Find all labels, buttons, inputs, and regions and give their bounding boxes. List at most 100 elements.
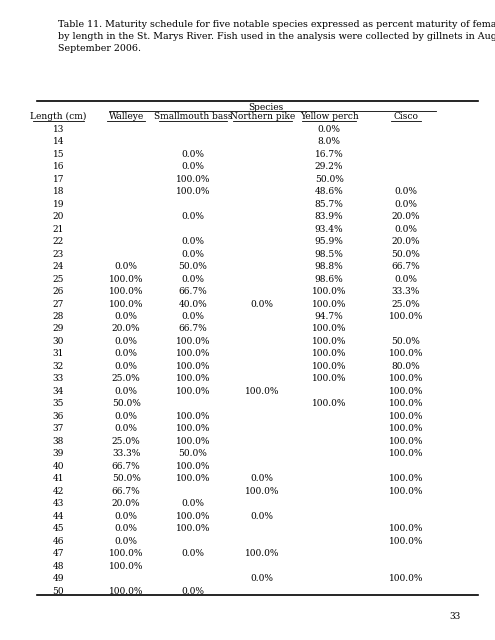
Text: 0.0%: 0.0% (182, 586, 204, 596)
Text: 98.8%: 98.8% (315, 262, 344, 271)
Text: 100.0%: 100.0% (176, 387, 210, 396)
Text: 16.7%: 16.7% (315, 150, 344, 159)
Text: 47: 47 (52, 549, 64, 558)
Text: 0.0%: 0.0% (115, 312, 138, 321)
Text: 0.0%: 0.0% (251, 300, 274, 308)
Text: 0.0%: 0.0% (115, 362, 138, 371)
Text: 0.0%: 0.0% (115, 387, 138, 396)
Text: 100.0%: 100.0% (176, 362, 210, 371)
Text: 0.0%: 0.0% (395, 225, 417, 234)
Text: 100.0%: 100.0% (389, 387, 423, 396)
Text: 100.0%: 100.0% (176, 374, 210, 383)
Text: 50.0%: 50.0% (112, 474, 141, 483)
Text: 33: 33 (450, 612, 461, 621)
Text: 35: 35 (52, 399, 64, 408)
Text: 33.3%: 33.3% (112, 449, 141, 458)
Text: 0.0%: 0.0% (115, 536, 138, 546)
Text: 0.0%: 0.0% (251, 474, 274, 483)
Text: 66.7%: 66.7% (179, 324, 207, 333)
Text: 50: 50 (52, 586, 64, 596)
Text: 100.0%: 100.0% (389, 449, 423, 458)
Text: 100.0%: 100.0% (176, 436, 210, 446)
Text: 100.0%: 100.0% (312, 337, 346, 346)
Text: 100.0%: 100.0% (245, 387, 280, 396)
Text: 0.0%: 0.0% (182, 312, 204, 321)
Text: 93.4%: 93.4% (315, 225, 344, 234)
Text: 100.0%: 100.0% (389, 486, 423, 496)
Text: 0.0%: 0.0% (182, 150, 204, 159)
Text: Table 11. Maturity schedule for five notable species expressed as percent maturi: Table 11. Maturity schedule for five not… (58, 20, 495, 29)
Text: Yellow perch: Yellow perch (300, 112, 358, 121)
Text: 0.0%: 0.0% (115, 412, 138, 421)
Text: 100.0%: 100.0% (312, 349, 346, 358)
Text: 0.0%: 0.0% (395, 187, 417, 196)
Text: 100.0%: 100.0% (389, 399, 423, 408)
Text: 40: 40 (52, 461, 64, 471)
Text: 50.0%: 50.0% (392, 337, 420, 346)
Text: Walleye: Walleye (108, 112, 144, 121)
Text: 20.0%: 20.0% (392, 237, 420, 246)
Text: 85.7%: 85.7% (315, 200, 344, 209)
Text: 25.0%: 25.0% (112, 374, 141, 383)
Text: 95.9%: 95.9% (315, 237, 344, 246)
Text: 0.0%: 0.0% (182, 212, 204, 221)
Text: 40.0%: 40.0% (179, 300, 207, 308)
Text: 100.0%: 100.0% (389, 474, 423, 483)
Text: 100.0%: 100.0% (312, 287, 346, 296)
Text: 50.0%: 50.0% (179, 449, 207, 458)
Text: 100.0%: 100.0% (109, 549, 144, 558)
Text: Cisco: Cisco (394, 112, 418, 121)
Text: 100.0%: 100.0% (109, 300, 144, 308)
Text: 33: 33 (53, 374, 64, 383)
Text: 41: 41 (52, 474, 64, 483)
Text: 100.0%: 100.0% (312, 374, 346, 383)
Text: 17: 17 (52, 175, 64, 184)
Text: 0.0%: 0.0% (115, 349, 138, 358)
Text: 0.0%: 0.0% (182, 162, 204, 172)
Text: 20.0%: 20.0% (392, 212, 420, 221)
Text: Species: Species (248, 103, 284, 112)
Text: 100.0%: 100.0% (389, 436, 423, 446)
Text: 100.0%: 100.0% (312, 362, 346, 371)
Text: 0.0%: 0.0% (182, 250, 204, 259)
Text: 66.7%: 66.7% (112, 461, 141, 471)
Text: 19: 19 (52, 200, 64, 209)
Text: 45: 45 (52, 524, 64, 533)
Text: Smallmouth bass: Smallmouth bass (154, 112, 232, 121)
Text: 100.0%: 100.0% (176, 474, 210, 483)
Text: 50.0%: 50.0% (392, 250, 420, 259)
Text: 0.0%: 0.0% (318, 125, 341, 134)
Text: 25: 25 (52, 275, 64, 284)
Text: 0.0%: 0.0% (251, 574, 274, 583)
Text: 20.0%: 20.0% (112, 499, 141, 508)
Text: September 2006.: September 2006. (58, 44, 142, 52)
Text: 80.0%: 80.0% (392, 362, 420, 371)
Text: 0.0%: 0.0% (395, 275, 417, 284)
Text: 0.0%: 0.0% (115, 337, 138, 346)
Text: 0.0%: 0.0% (115, 424, 138, 433)
Text: 50.0%: 50.0% (315, 175, 344, 184)
Text: 100.0%: 100.0% (176, 412, 210, 421)
Text: 34: 34 (53, 387, 64, 396)
Text: by length in the St. Marys River. Fish used in the analysis were collected by gi: by length in the St. Marys River. Fish u… (58, 32, 495, 41)
Text: 0.0%: 0.0% (182, 499, 204, 508)
Text: 32: 32 (53, 362, 64, 371)
Text: 30: 30 (53, 337, 64, 346)
Text: 98.6%: 98.6% (315, 275, 344, 284)
Text: 100.0%: 100.0% (245, 549, 280, 558)
Text: 100.0%: 100.0% (176, 175, 210, 184)
Text: 23: 23 (53, 250, 64, 259)
Text: 0.0%: 0.0% (115, 524, 138, 533)
Text: 24: 24 (53, 262, 64, 271)
Text: 100.0%: 100.0% (389, 374, 423, 383)
Text: 100.0%: 100.0% (176, 512, 210, 521)
Text: 48.6%: 48.6% (315, 187, 344, 196)
Text: 100.0%: 100.0% (312, 300, 346, 308)
Text: 100.0%: 100.0% (312, 399, 346, 408)
Text: 29.2%: 29.2% (315, 162, 344, 172)
Text: 66.7%: 66.7% (179, 287, 207, 296)
Text: 100.0%: 100.0% (109, 275, 144, 284)
Text: 100.0%: 100.0% (389, 349, 423, 358)
Text: 28: 28 (53, 312, 64, 321)
Text: 20: 20 (53, 212, 64, 221)
